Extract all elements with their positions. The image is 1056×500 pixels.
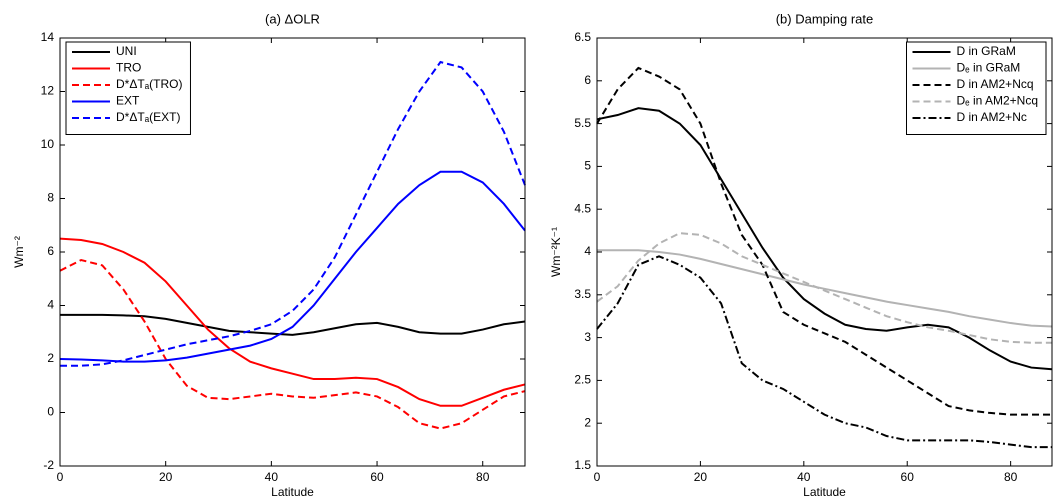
series-line (60, 60, 526, 367)
y-tick-label: 4.5 (574, 201, 591, 215)
y-tick-label: 2 (47, 351, 54, 365)
legend-box (65, 41, 191, 135)
plot-frame (59, 37, 526, 467)
y-tick-label: 10 (41, 137, 55, 151)
y-tick-label: 14 (41, 30, 55, 44)
legend: UNI TRO D*ΔTₐ(TRO) EXT D*ΔTₐ(EXT) (65, 41, 191, 135)
x-tick-label: 60 (370, 470, 384, 484)
chart-title: (b) Damping rate (776, 11, 874, 26)
y-axis-label: Wm⁻²K⁻¹ (549, 227, 563, 277)
series-line (60, 313, 526, 336)
chart-title: (a) ΔOLR (265, 11, 320, 26)
series-line (597, 249, 1053, 328)
legend-label: D*ΔTₐ(EXT) (116, 110, 180, 124)
y-tick-label: 5.5 (574, 116, 591, 130)
legend-box (906, 41, 1047, 135)
series-line (596, 107, 1053, 371)
x-tick-label: 40 (797, 470, 811, 484)
y-tick-label: 4 (47, 298, 54, 312)
y-tick-label: -2 (43, 458, 54, 472)
y-tick-label: 0 (47, 405, 54, 419)
series-line (596, 255, 1052, 449)
y-tick-label: 4 (584, 244, 591, 258)
series-line (59, 258, 526, 430)
legend: D in GRaM Dₑ in GRaM D in AM2+Ncq Dₑ in AM2… (906, 41, 1047, 135)
x-tick-label: 0 (594, 470, 601, 484)
legend-label: TRO (116, 61, 141, 75)
y-tick-label: 5 (584, 159, 591, 173)
legend-label: D in GRaM (957, 44, 1016, 58)
legend-label: UNI (116, 44, 137, 58)
x-tick-label: 80 (1004, 470, 1018, 484)
series-line (59, 237, 526, 407)
y-tick-label: 3 (584, 330, 591, 344)
series-line (596, 66, 1052, 416)
plot-frame (596, 37, 1053, 467)
y-tick-label: 12 (41, 84, 55, 98)
x-tick-label: 40 (265, 470, 279, 484)
x-axis-label: Latitude (271, 485, 314, 499)
legend-label: D in AM2+Ncq (957, 77, 1034, 91)
legend-label: D*ΔTₐ(TRO) (116, 77, 182, 91)
y-tick-label: 2.5 (574, 373, 591, 387)
y-axis-label: Wm⁻² (12, 236, 26, 268)
legend-label: D in AM2+Nc (957, 110, 1027, 124)
x-axis-label: Latitude (803, 485, 846, 499)
series-line (59, 170, 526, 363)
x-tick-label: 60 (901, 470, 915, 484)
x-tick-label: 0 (57, 470, 64, 484)
y-tick-label: 3.5 (574, 287, 591, 301)
y-tick-label: 6.5 (574, 30, 591, 44)
legend-label: Dₑ in AM2+Ncq (957, 94, 1039, 108)
y-tick-label: 2 (584, 415, 591, 429)
legend-label: EXT (116, 94, 140, 108)
x-tick-label: 80 (476, 470, 490, 484)
series-line (596, 232, 1052, 344)
y-tick-label: 1.5 (574, 458, 591, 472)
legend-label: Dₑ in GRaM (957, 61, 1021, 75)
y-tick-label: 8 (47, 191, 54, 205)
x-tick-label: 20 (159, 470, 173, 484)
y-tick-label: 6 (47, 244, 54, 258)
y-tick-label: 6 (584, 73, 591, 87)
panel: (b) Damping rate Latitude Wm⁻²K⁻¹ 1.5 2 2.5 3 3… (549, 11, 1053, 499)
x-tick-label: 20 (694, 470, 708, 484)
